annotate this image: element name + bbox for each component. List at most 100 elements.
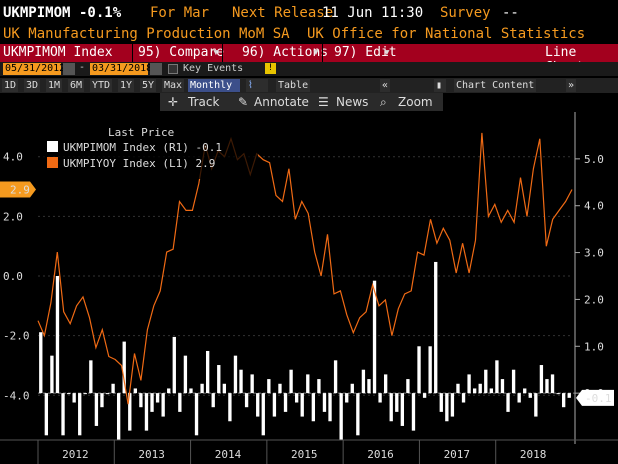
mom-bar (250, 374, 254, 394)
news-icon[interactable]: ☰ (318, 95, 329, 109)
edit-menu[interactable]: 97) Edit (334, 45, 397, 60)
annotate-button[interactable]: Annotate (254, 95, 309, 109)
mom-bar (200, 383, 204, 394)
expand-right-icon[interactable]: » (566, 79, 577, 92)
compare-dropdown-icon[interactable]: ▾ (212, 45, 220, 60)
ticker-header: UKMPIMOM -0.1% For Mar Next Release 11 J… (0, 0, 618, 26)
mom-bar (133, 388, 138, 394)
mom-bar (294, 393, 299, 403)
edit-dropdown-icon[interactable]: ▾ (383, 45, 391, 60)
mom-bar (556, 393, 560, 395)
x-tick-label: 2013 (138, 448, 165, 461)
collapse-left-icon[interactable]: « (380, 79, 391, 92)
start-date-field[interactable]: 05/31/2012 (3, 63, 66, 75)
period-button-1d[interactable]: 1D (2, 79, 19, 92)
mom-bar (333, 360, 338, 394)
actions-dropdown-icon[interactable]: ▾ (312, 45, 320, 60)
period-button-6m[interactable]: 6M (68, 79, 85, 92)
left-axis: 4.0 2.0 0.0 -2.0 -4.0 (3, 151, 30, 403)
mom-bar (66, 393, 71, 395)
track-button[interactable]: Track (188, 95, 220, 109)
mom-bar (306, 374, 310, 394)
gridlines (38, 156, 575, 396)
table-button[interactable]: Table (276, 79, 311, 92)
mom-bar (83, 393, 87, 395)
mom-bar (561, 393, 566, 408)
x-tick-label: 2015 (291, 448, 318, 461)
chart-content-button[interactable]: Chart Content (454, 79, 537, 92)
compare-menu[interactable]: 95) Compare (138, 45, 225, 60)
mom-bar (144, 393, 149, 431)
end-calendar-icon[interactable] (150, 63, 162, 75)
mom-bar (311, 393, 316, 422)
period-button-max[interactable]: Max (162, 79, 185, 92)
mom-bar (495, 360, 499, 394)
frequency-value: Monthly (190, 80, 233, 91)
security-title[interactable]: UKMPIMOM Index (0, 44, 130, 62)
crosshair-icon[interactable]: ✛ (168, 95, 179, 109)
legend-swatch-mom (47, 141, 58, 152)
x-tick-label: 2018 (520, 448, 547, 461)
mom-bar (406, 379, 410, 394)
legend-swatch-yoy (47, 157, 58, 168)
mom-bar (383, 374, 388, 394)
mom-bar (328, 393, 332, 422)
mom-bar (367, 379, 371, 394)
right-tick-label: 4.0 (584, 200, 604, 213)
zoom-icon[interactable]: ⌕ (380, 95, 387, 109)
period-button-3d[interactable]: 3D (24, 79, 41, 92)
left-last-marker: 2.9 (0, 181, 36, 198)
yoy-series-line (37, 132, 573, 405)
mom-bar (194, 393, 199, 436)
mom-bar (317, 379, 321, 394)
mom-bar (78, 393, 82, 436)
mom-bar (389, 393, 393, 422)
mom-bar (339, 393, 343, 440)
mom-bar (172, 336, 176, 394)
start-calendar-icon[interactable] (63, 63, 75, 75)
ticker-symbol: UKMPIMOM (3, 5, 71, 21)
right-tick-label: 1.0 (584, 340, 604, 353)
key-events-checkbox[interactable] (168, 64, 178, 74)
period-button-1y[interactable]: 1Y (118, 79, 135, 92)
x-tick-label: 2012 (62, 448, 88, 461)
right-tick-label: 5.0 (584, 153, 604, 166)
mom-bar (528, 393, 532, 398)
pencil-icon[interactable]: ✎ (238, 95, 249, 109)
mom-bars (39, 261, 571, 440)
mom-bar (550, 374, 555, 394)
next-release-date: 11 Jun 11:30 (322, 5, 424, 21)
mom-bar (395, 393, 399, 412)
mom-bar (116, 393, 121, 440)
survey-value: -- (502, 5, 519, 21)
line-chart-icon[interactable]: ⌇ (246, 79, 268, 92)
mom-bar (278, 383, 282, 394)
mom-bar (534, 393, 538, 417)
series-description: UK Manufacturing Production MoM SA (3, 26, 290, 42)
change-value: -0.1% (79, 5, 122, 21)
chart-content-icon[interactable]: ▮ (434, 79, 446, 92)
actions-menu[interactable]: 96) Actions (242, 45, 329, 60)
mom-bar (50, 355, 54, 394)
mom-bar (300, 393, 304, 417)
news-button[interactable]: News (336, 95, 369, 109)
right-last-value: -0.1 (585, 392, 612, 405)
warning-icon[interactable]: ! (265, 63, 276, 74)
end-date-field[interactable]: 03/31/2018 (90, 63, 153, 75)
left-tick-label: -2.0 (3, 330, 30, 343)
period-button-ytd[interactable]: YTD (90, 79, 113, 92)
mom-bar (217, 365, 221, 394)
mom-bar (222, 383, 227, 394)
mom-bar (94, 393, 99, 426)
mom-bar (350, 383, 354, 394)
period-button-1m[interactable]: 1M (46, 79, 63, 92)
period-button-5y[interactable]: 5Y (140, 79, 157, 92)
left-tick-label: -4.0 (3, 389, 30, 402)
survey-label: Survey (440, 5, 491, 21)
mom-bar (517, 393, 521, 403)
mom-bar (378, 393, 382, 403)
range-separator: - (79, 62, 86, 73)
zoom-button[interactable]: Zoom (398, 95, 433, 109)
mom-bar (434, 261, 438, 394)
